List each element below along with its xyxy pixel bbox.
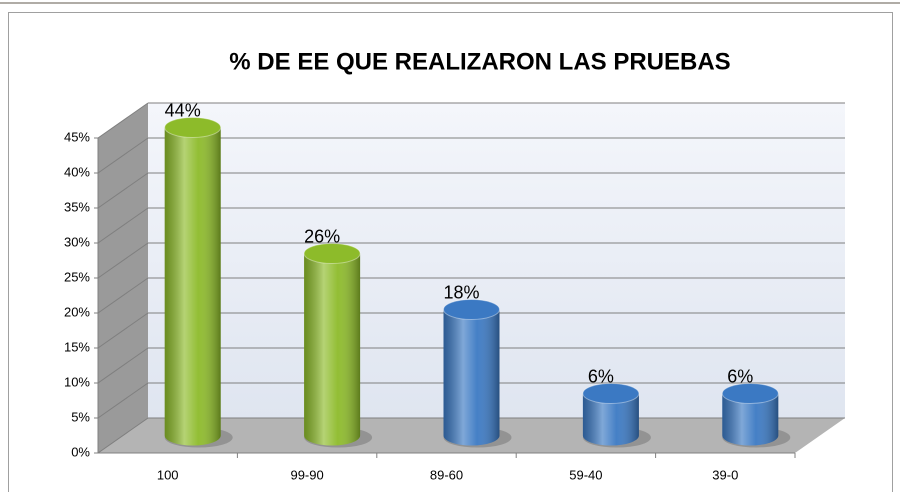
bar-top — [303, 243, 361, 264]
bars — [164, 117, 791, 448]
data-label: 44% — [165, 100, 201, 120]
grid-line-side — [97, 347, 149, 384]
x-tick-label: 99-90 — [290, 467, 323, 482]
y-tick-label: 45% — [64, 129, 90, 144]
data-label: 6% — [588, 366, 614, 386]
x-tick-label: 39-0 — [712, 467, 738, 482]
grid-line-side — [97, 172, 149, 209]
grid-line-side — [97, 312, 149, 349]
bar-top — [443, 299, 500, 320]
bar — [443, 299, 512, 448]
y-tick-label: 25% — [64, 269, 90, 284]
bar — [164, 117, 233, 448]
bar-body-shade — [722, 393, 779, 446]
bar-top — [721, 383, 779, 404]
chart-title: % DE EE QUE REALIZARON LAS PRUEBAS — [229, 48, 730, 75]
bar-top — [582, 383, 640, 404]
bar — [303, 243, 373, 448]
x-tick-label: 59-40 — [569, 467, 602, 482]
grid-line-side — [97, 137, 149, 174]
side-wall — [98, 103, 148, 453]
bar-body-shade — [582, 393, 639, 446]
data-label: 26% — [304, 226, 340, 246]
bar-body-shade — [443, 309, 500, 446]
y-tick-label: 10% — [64, 374, 90, 389]
y-tick-label: 5% — [71, 409, 90, 424]
bar-body-shade — [304, 253, 361, 446]
bar — [721, 383, 791, 448]
data-label: 18% — [443, 282, 479, 302]
x-tick-label: 100 — [157, 467, 179, 482]
bar — [582, 383, 651, 448]
grid-line-side — [97, 242, 149, 279]
grid-line-side — [97, 102, 149, 139]
x-tick-label: 89-60 — [430, 467, 463, 482]
grid-line-side — [97, 417, 149, 454]
y-tick-label: 20% — [64, 304, 90, 319]
y-tick-label: 15% — [64, 339, 90, 354]
grid-line-side — [97, 382, 149, 419]
grid-line-side — [97, 277, 149, 314]
y-tick-label: 30% — [64, 234, 90, 249]
y-tick-label: 0% — [71, 444, 90, 459]
chart-border — [8, 12, 893, 497]
data-label: 6% — [727, 366, 753, 386]
bar-body-shade — [164, 127, 221, 446]
y-tick-label: 40% — [64, 164, 90, 179]
grid-line-side — [97, 207, 149, 244]
bar-top — [164, 117, 222, 138]
y-tick-label: 35% — [64, 199, 90, 214]
